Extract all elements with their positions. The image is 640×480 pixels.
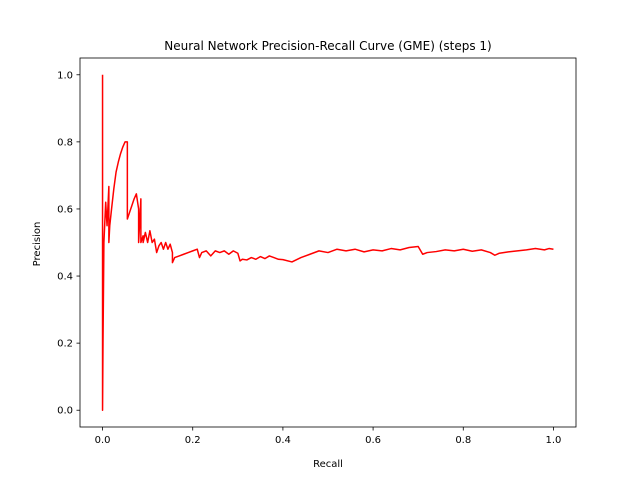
y-tick-label-0: 0.0: [57, 406, 73, 417]
y-tick-label-5: 1.0: [57, 70, 73, 81]
pr-curve-line-0: [101, 74, 554, 411]
x-tick-label-1: 0.2: [185, 435, 201, 446]
y-tick-label-3: 0.6: [57, 204, 73, 215]
y-tick-label-2: 0.4: [57, 272, 73, 283]
chart-title: Neural Network Precision-Recall Curve (G…: [164, 39, 491, 53]
plot-area: 0.0 0.2 0.4 0.6 0.8 1.0 0.0 0.2 0.4 0.6 0.8 1.0: [57, 57, 577, 446]
x-tick-label-2: 0.4: [275, 435, 291, 446]
x-tick-label-4: 0.8: [455, 435, 471, 446]
x-tick-label-0: 0.0: [95, 435, 111, 446]
y-tick-label-4: 0.8: [57, 137, 73, 148]
x-tick-label-3: 0.6: [365, 435, 381, 446]
y-axis-label: Precision: [32, 222, 43, 267]
axes-frame: [79, 57, 577, 428]
y-tick-label-1: 0.2: [57, 339, 73, 350]
x-axis-label: Recall: [313, 459, 343, 470]
x-tick-label-5: 1.0: [546, 435, 562, 446]
